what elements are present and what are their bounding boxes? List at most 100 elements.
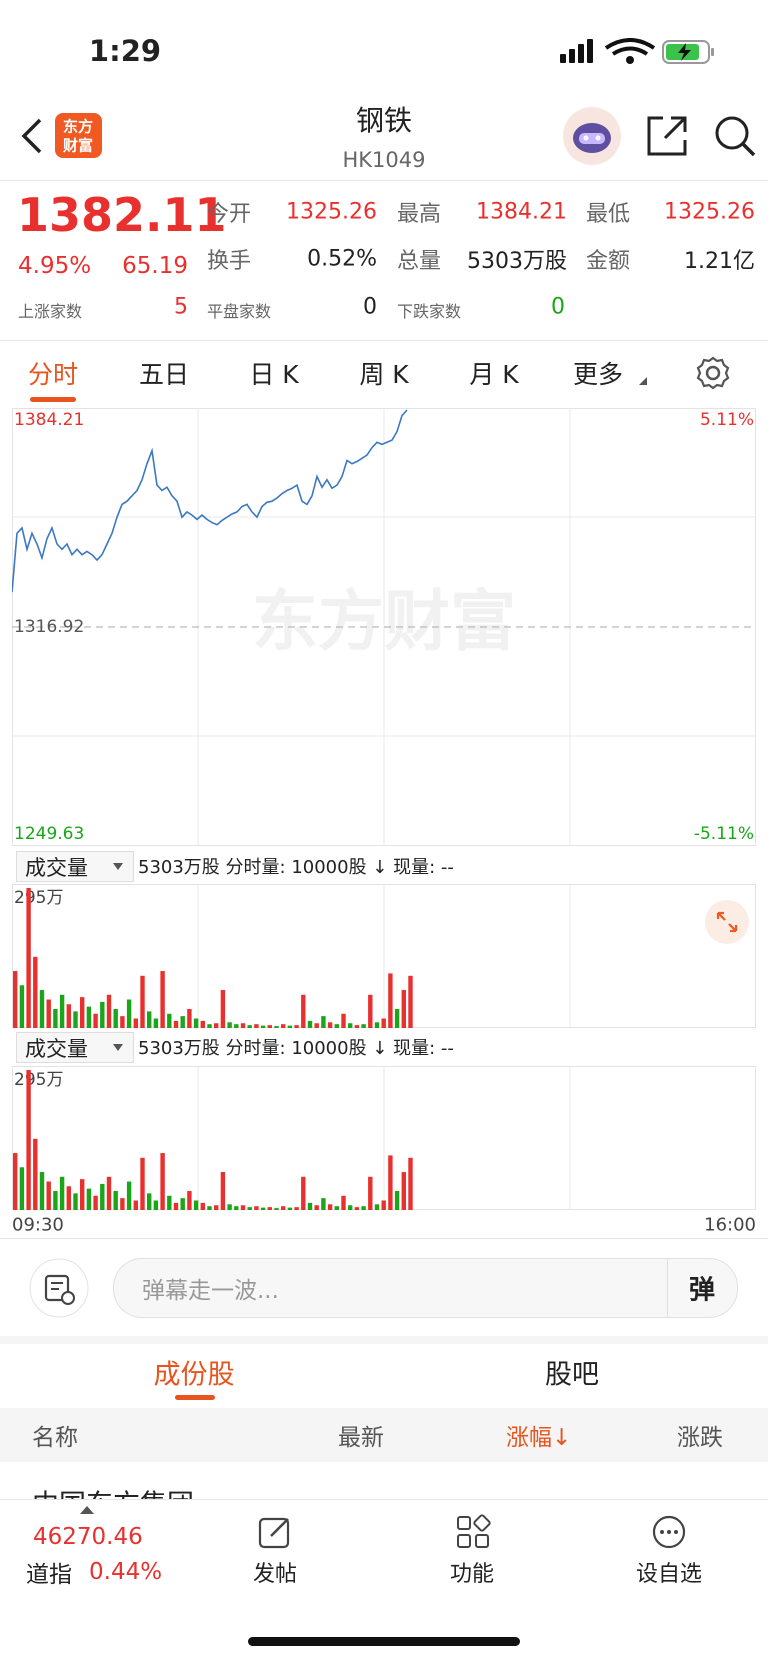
volume-bar [368,994,373,1028]
expand-button[interactable] [704,899,750,945]
volume-bar [240,1205,246,1210]
volume-selector[interactable]: 成交量 [16,851,134,882]
column-header[interactable]: 最新 [338,1425,384,1451]
field-label: 金额 [586,249,631,274]
volume-bar [274,1026,279,1028]
volume-bar [327,1204,333,1210]
field-label: 总量 [397,249,442,274]
nav-label[interactable]: 发帖 [252,1562,298,1587]
volume-bar [120,1198,125,1210]
volume-bar [133,1200,138,1210]
volume-bar [260,1025,266,1028]
volume-bar [160,1153,165,1210]
home-indicator [248,1637,520,1646]
volume-bar [287,1207,293,1210]
barrage-send[interactable]: 弹 [688,1275,716,1306]
up-arrow [80,1506,94,1514]
barrage-input[interactable]: 弹幕走一波... 弹 [113,1258,738,1318]
volume-bar [26,888,31,1028]
volume-bar [301,994,306,1028]
field-label: 最低 [586,202,631,227]
volume-bar [321,1198,326,1210]
volume-bar [133,1018,138,1028]
volume-bar [66,1186,71,1210]
volume-bar [334,1206,339,1210]
volume-bar [113,1009,118,1028]
breadth-value: 0 [551,294,565,320]
field-value: 1325.26 [286,199,377,225]
volume-bar [120,1016,125,1028]
logo-text: 财富 [62,136,94,155]
volume-bar [394,1191,400,1210]
volume-bar [153,1018,159,1028]
volume-bar [314,1205,319,1210]
volume-bar [19,1167,25,1210]
search-button[interactable] [713,114,757,158]
period-tab[interactable]: 日 K [249,360,299,389]
watermark: 东方财富 [252,583,516,660]
function-icon[interactable] [455,1514,491,1550]
volume-bar [93,1195,98,1210]
volume-bar [167,1195,172,1210]
back-button[interactable] [18,118,48,154]
volume-bar [147,1011,152,1028]
period-tab[interactable]: 更多 [572,360,624,389]
volume-bar [294,1025,299,1028]
status-time: 1:29 [88,34,162,68]
last-price: 1382.11 [17,188,227,242]
volume-bar [153,1200,159,1210]
volume-bar [220,1172,226,1210]
assistant-avatar[interactable] [562,106,622,166]
volume-bar [247,1207,252,1210]
nav-label[interactable]: 设自选 [635,1562,703,1587]
column-header[interactable]: 涨幅↓ [506,1425,572,1451]
period-tab[interactable]: 五日 [138,360,190,389]
volume-bar [66,1004,71,1028]
volume-bar [80,1179,85,1210]
status-icons [560,38,714,64]
volume-selector[interactable]: 成交量 [16,1032,134,1063]
period-tab[interactable]: 分时 [27,360,79,389]
column-header[interactable]: 涨跌 [677,1425,723,1451]
volume-bar [374,1204,380,1210]
period-tab[interactable]: 月 K [469,360,519,389]
volume-bar [53,1191,58,1210]
volume-bar [207,1024,212,1028]
section-tab[interactable]: 股吧 [545,1359,599,1391]
y2-tick-label: -5.11% [694,824,754,844]
volume-bar [73,1011,78,1028]
volume-bar [106,1176,112,1210]
selector-text: 成交量 [25,856,88,880]
divider [0,340,768,341]
volume-bar [193,1200,199,1210]
volume-bar [13,971,18,1028]
breadth-value: 5 [174,294,188,320]
tab-indicator [30,397,76,402]
volume-bar [394,1009,400,1028]
post-icon[interactable] [257,1514,293,1550]
volume-bar [260,1207,266,1210]
volume-bar [334,1024,339,1028]
section-tab[interactable]: 成份股 [153,1359,235,1391]
share-button[interactable] [645,114,689,158]
column-header[interactable]: 名称 [32,1425,78,1451]
period-tab[interactable]: 周 K [359,360,409,389]
nav-label[interactable]: 功能 [449,1562,495,1587]
volume-bar [327,1022,333,1028]
volume-bar [240,1023,246,1028]
y2-tick-label: 5.11% [700,410,754,430]
watchlist-icon[interactable] [651,1514,687,1550]
breadth-label: 上涨家数 [18,302,83,321]
field-label: 最高 [397,202,442,227]
barrage-toggle[interactable] [29,1258,89,1318]
volume-bar [173,1020,179,1028]
settings-button[interactable] [696,356,730,390]
volume-bar [200,1202,205,1210]
app-logo: 东方 财富 [55,113,102,158]
volume-bar [254,1206,259,1210]
volume-bar [341,1013,346,1028]
volume-chart: 295万 [12,1066,756,1210]
volume-bar [200,1020,205,1028]
field-label: 今开 [207,202,252,227]
volume-bar [408,975,413,1028]
